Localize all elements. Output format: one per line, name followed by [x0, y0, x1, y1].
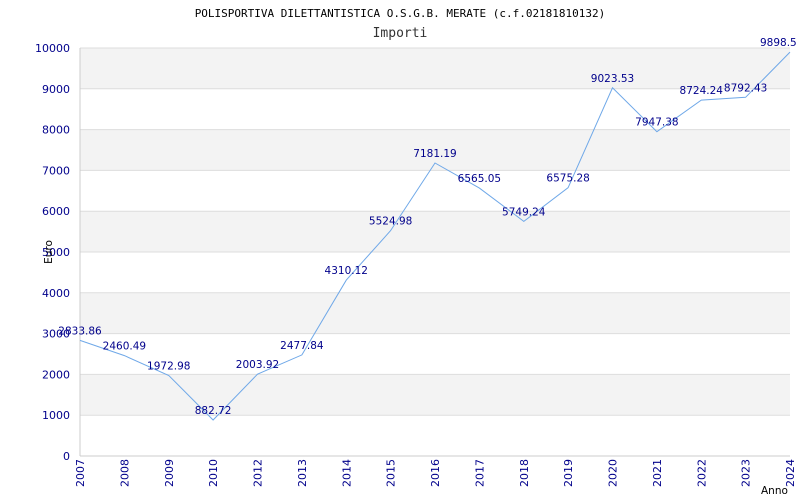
- x-tick-label: 2021: [651, 459, 664, 487]
- data-label: 2833.86: [58, 325, 102, 337]
- x-tick-labels: 2007 2008 2009 2010 2012 2013 2014 2015 2016 2017…: [74, 459, 797, 487]
- y-tick-label: 1000: [42, 409, 70, 422]
- data-label: 2477.84: [280, 340, 324, 352]
- x-tick-label: 2008: [118, 459, 131, 487]
- x-tick-label: 2012: [252, 459, 265, 487]
- x-tick-label: 2019: [562, 459, 575, 487]
- data-label: 5749.24: [502, 206, 546, 218]
- y-tick-label: 5000: [42, 246, 70, 259]
- x-tick-label: 2013: [296, 459, 309, 487]
- data-label: 6575.28: [546, 173, 589, 185]
- x-tick-label: 2009: [163, 459, 176, 487]
- gridlines: [80, 47, 790, 457]
- data-label: 9898.5: [760, 37, 797, 49]
- data-label: 7181.19: [413, 148, 456, 160]
- y-tick-label: 9000: [42, 83, 70, 96]
- y-tick-label: 8000: [42, 124, 70, 137]
- y-tick-label: 0: [63, 450, 70, 463]
- data-label: 4310.12: [325, 265, 368, 277]
- series-line-layer: [79, 51, 791, 421]
- x-axis-label: Anno: [761, 485, 788, 497]
- background-band: [80, 211, 790, 252]
- data-label: 1972.98: [147, 361, 190, 373]
- data-label: 8724.24: [680, 85, 724, 97]
- x-tick-label: 2007: [74, 459, 87, 487]
- data-label: 6565.05: [458, 173, 501, 185]
- y-axis-label: Euro: [43, 240, 55, 264]
- x-tick-label: 2016: [429, 459, 442, 487]
- x-tick-label: 2018: [518, 459, 531, 487]
- y-tick-label: 7000: [42, 164, 70, 177]
- chart-subtitle: Importi: [373, 26, 428, 41]
- chart-title: POLISPORTIVA DILETTANTISTICA O.S.G.B. ME…: [195, 7, 606, 20]
- y-tick-label: 2000: [42, 368, 70, 381]
- background-band: [80, 292, 790, 334]
- y-tick-label: 4000: [42, 287, 70, 300]
- x-tick-label: 2024: [784, 459, 797, 487]
- x-tick-label: 2020: [607, 459, 620, 487]
- series-line: [79, 51, 791, 421]
- data-label: 2003.92: [236, 359, 279, 371]
- x-tick-label: 2015: [385, 459, 398, 487]
- data-label: 5524.98: [369, 216, 412, 228]
- x-tick-label: 2017: [473, 459, 486, 487]
- background-bands: [80, 48, 790, 416]
- x-tick-label: 2014: [340, 459, 353, 487]
- data-label: 9023.53: [591, 73, 634, 85]
- y-tick-labels: 0 1000 2000 3000 4000 5000 6000 7000 8000 9000 100…: [35, 42, 70, 463]
- data-label: 882.72: [195, 405, 232, 417]
- y-tick-label: 10000: [35, 42, 70, 55]
- x-tick-label: 2023: [740, 459, 753, 487]
- y-tick-label: 3000: [42, 328, 70, 341]
- data-label: 7947.38: [635, 117, 678, 129]
- data-label: 2460.49: [103, 341, 146, 353]
- data-label: 8792.43: [724, 82, 767, 94]
- background-band: [80, 374, 790, 416]
- y-tick-label: 6000: [42, 205, 70, 218]
- x-tick-label: 2010: [207, 459, 220, 487]
- background-band: [80, 48, 790, 89]
- x-tick-label: 2022: [695, 459, 708, 487]
